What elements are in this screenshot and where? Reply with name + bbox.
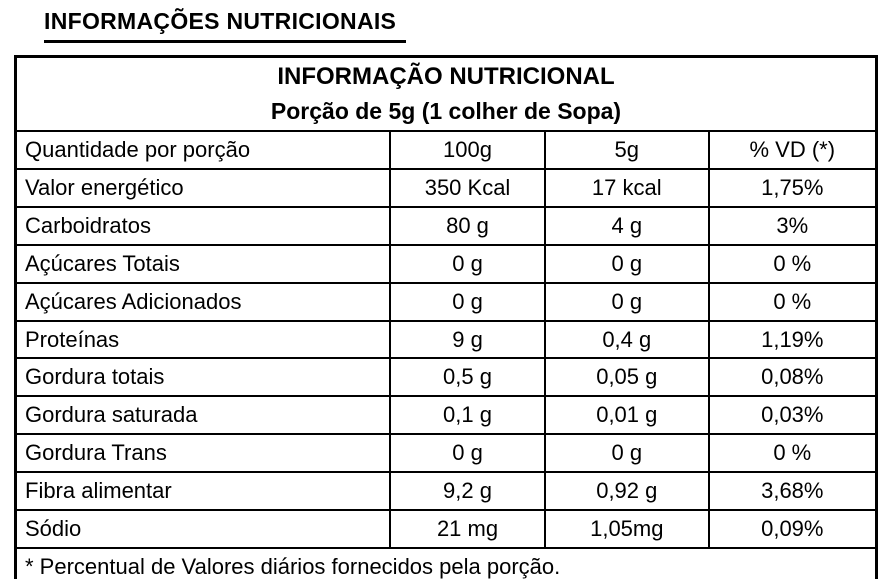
table-title-cell: INFORMAÇÃO NUTRICIONAL Porção de 5g (1 c…	[14, 55, 878, 133]
table-row: Açúcares Adicionados 0 g 0 g 0 %	[14, 281, 878, 322]
table-row: Gordura Trans 0 g 0 g 0 %	[14, 433, 878, 474]
cell-5g: 0,05 g	[544, 357, 710, 398]
cell-100g: 0 g	[389, 243, 546, 284]
cell-vd: 0 %	[707, 433, 878, 474]
cell-5g: 0 g	[544, 433, 710, 474]
nutrition-table: INFORMAÇÃO NUTRICIONAL Porção de 5g (1 c…	[14, 55, 878, 579]
footnote-row: * Percentual de Valores diários fornecid…	[14, 546, 878, 579]
row-label: Gordura Trans	[14, 433, 392, 474]
row-label: Proteínas	[14, 319, 392, 360]
column-header-row: Quantidade por porção 100g 5g % VD (*)	[14, 130, 878, 171]
row-label: Gordura saturada	[14, 395, 392, 436]
cell-vd: 0,03%	[707, 395, 878, 436]
row-label: Açúcares Totais	[14, 243, 392, 284]
cell-5g: 0 g	[544, 243, 710, 284]
table-row: Proteínas 9 g 0,4 g 1,19%	[14, 319, 878, 360]
cell-5g: 4 g	[544, 205, 710, 246]
table-row: Fibra alimentar 9,2 g 0,92 g 3,68%	[14, 471, 878, 512]
cell-5g: 0 g	[544, 281, 710, 322]
cell-5g: 0,01 g	[544, 395, 710, 436]
row-label: Fibra alimentar	[14, 471, 392, 512]
cell-100g: 0,5 g	[389, 357, 546, 398]
cell-100g: 9,2 g	[389, 471, 546, 512]
cell-100g: 0 g	[389, 281, 546, 322]
cell-100g: 21 mg	[389, 509, 546, 549]
table-row: Sódio 21 mg 1,05mg 0,09%	[14, 509, 878, 549]
footnote: * Percentual de Valores diários fornecid…	[14, 546, 878, 579]
column-header-5g: 5g	[544, 130, 710, 171]
table-row: Carboidratos 80 g 4 g 3%	[14, 205, 878, 246]
column-header-quantity: Quantidade por porção	[14, 130, 392, 171]
cell-5g: 1,05mg	[544, 509, 710, 549]
table-title: INFORMAÇÃO NUTRICIONAL	[277, 63, 615, 90]
column-header-100g: 100g	[389, 130, 546, 171]
cell-100g: 0 g	[389, 433, 546, 474]
cell-vd: 0 %	[707, 243, 878, 284]
cell-5g: 17 kcal	[544, 168, 710, 208]
column-header-vd: % VD (*)	[707, 130, 878, 171]
cell-100g: 350 Kcal	[389, 168, 546, 208]
cell-vd: 3%	[707, 205, 878, 246]
cell-vd: 0,08%	[707, 357, 878, 398]
row-label: Gordura totais	[14, 357, 392, 398]
row-label: Açúcares Adicionados	[14, 281, 392, 322]
cell-5g: 0,4 g	[544, 319, 710, 360]
cell-vd: 0,09%	[707, 509, 878, 549]
table-row: Açúcares Totais 0 g 0 g 0 %	[14, 243, 878, 284]
cell-vd: 3,68%	[707, 471, 878, 512]
cell-vd: 1,19%	[707, 319, 878, 360]
row-label: Sódio	[14, 509, 392, 549]
cell-vd: 0 %	[707, 281, 878, 322]
table-row: Gordura totais 0,5 g 0,05 g 0,08%	[14, 357, 878, 398]
row-label: Valor energético	[14, 168, 392, 208]
cell-100g: 9 g	[389, 319, 546, 360]
cell-vd: 1,75%	[707, 168, 878, 208]
cell-5g: 0,92 g	[544, 471, 710, 512]
cell-100g: 0,1 g	[389, 395, 546, 436]
row-label: Carboidratos	[14, 205, 392, 246]
cell-100g: 80 g	[389, 205, 546, 246]
table-title-row: INFORMAÇÃO NUTRICIONAL Porção de 5g (1 c…	[14, 55, 878, 133]
page-title: INFORMAÇÕES NUTRICIONAIS	[44, 8, 407, 43]
table-row: Valor energético 350 Kcal 17 kcal 1,75%	[14, 168, 878, 208]
table-subtitle: Porção de 5g (1 colher de Sopa)	[270, 97, 622, 124]
table-row: Gordura saturada 0,1 g 0,01 g 0,03%	[14, 395, 878, 436]
